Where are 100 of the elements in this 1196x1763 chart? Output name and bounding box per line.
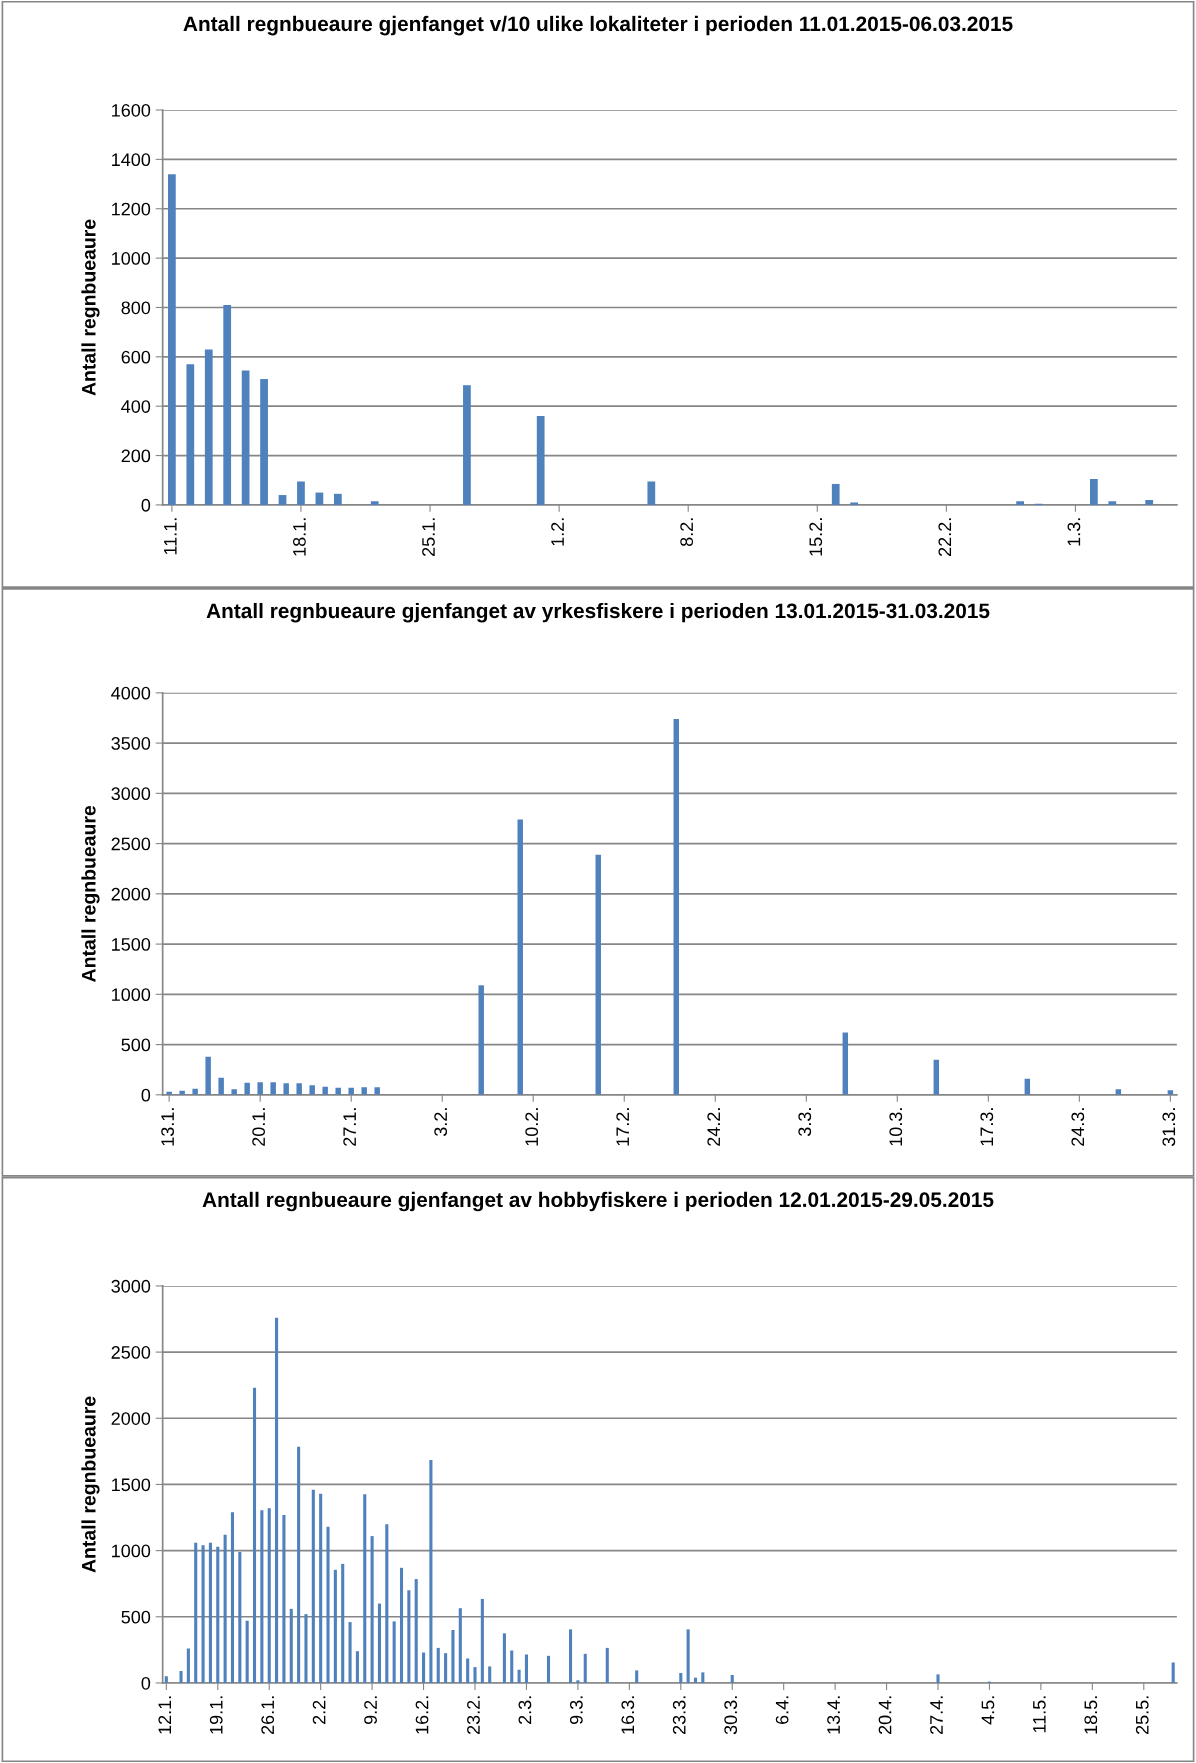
x-tick-label: 26.1. <box>261 1696 275 1735</box>
y-tick-label: 400 <box>121 400 151 413</box>
bar <box>524 1654 528 1683</box>
x-tick-label: 25.5. <box>1135 1696 1149 1735</box>
x-tick-label: 16.3. <box>621 1696 635 1734</box>
bar <box>458 1608 462 1683</box>
x-tick-label: 9.2. <box>364 1696 377 1725</box>
x-tick-label: 16.2. <box>415 1696 429 1734</box>
y-tick-label: 1500 <box>112 1478 151 1492</box>
x-tick-label: 20.4. <box>878 1696 892 1735</box>
x-tick-label: 22.2. <box>938 518 952 556</box>
bar <box>517 1669 521 1683</box>
x-tick-label: 6.4. <box>775 1696 789 1724</box>
y-tick-label: 200 <box>121 449 151 463</box>
bar <box>341 1563 345 1683</box>
y-tick-label: 2000 <box>111 1412 151 1425</box>
bar <box>647 481 656 505</box>
x-tick-label: 2.3. <box>518 1696 532 1724</box>
bar <box>370 1536 374 1683</box>
bar <box>451 1630 455 1683</box>
bar <box>399 1567 404 1683</box>
bar <box>260 379 268 505</box>
x-tick-label: 31.3. <box>1162 1108 1176 1147</box>
x-tick-label: 24.3. <box>1071 1108 1085 1146</box>
bar <box>478 985 484 1095</box>
x-tick-label: 20.1. <box>252 1108 266 1146</box>
x-tick-label: 27.1. <box>343 1108 356 1146</box>
bar <box>436 1647 440 1683</box>
bar <box>1090 479 1098 505</box>
y-tick-label: 4000 <box>111 686 151 700</box>
x-tick-label: 3.2. <box>434 1108 448 1137</box>
bar <box>244 1082 250 1095</box>
bar <box>595 854 601 1095</box>
bar <box>275 1317 279 1683</box>
x-tick-label: 15.2. <box>809 518 823 556</box>
y-axis-title: Antall regnbueaure <box>81 219 100 396</box>
x-tick-label: 27.4. <box>930 1696 943 1735</box>
x-tick-label: 13.1. <box>161 1108 174 1146</box>
bar <box>583 1653 587 1683</box>
bar <box>270 1082 276 1095</box>
bar <box>319 1493 323 1683</box>
bar <box>348 1622 352 1683</box>
bar <box>701 1672 705 1683</box>
bar <box>1145 499 1154 505</box>
bar <box>296 1083 302 1095</box>
bar <box>444 1653 448 1683</box>
bar <box>936 1674 940 1683</box>
bar <box>192 1088 198 1095</box>
bar <box>730 1675 734 1683</box>
bar <box>267 1508 271 1683</box>
bar <box>517 819 523 1095</box>
x-tick-label: 17.3. <box>980 1108 994 1146</box>
bar <box>463 385 471 505</box>
bar <box>686 1629 690 1683</box>
bar <box>361 1087 367 1095</box>
bar <box>536 416 545 505</box>
bar <box>208 1542 212 1683</box>
bar <box>333 493 342 505</box>
bar <box>377 1603 381 1683</box>
bar <box>241 370 250 505</box>
bar <box>414 1579 418 1683</box>
y-tick-label: 3000 <box>111 787 151 801</box>
bar <box>260 1510 264 1683</box>
bar <box>289 1608 293 1683</box>
bar <box>204 349 213 505</box>
y-tick-label: 0 <box>141 498 151 512</box>
y-tick-label: 600 <box>121 350 151 364</box>
bar <box>297 1446 301 1683</box>
y-tick-label: 1200 <box>112 202 151 216</box>
y-axis-title: Antall regnbueaure <box>81 805 100 982</box>
bar <box>335 1087 341 1095</box>
x-tick-label: 1.3. <box>1067 518 1081 546</box>
bar <box>635 1670 639 1683</box>
y-tick-label: 500 <box>121 1610 151 1624</box>
bar <box>355 1651 359 1683</box>
bar <box>309 1085 315 1095</box>
bar <box>569 1629 573 1683</box>
bar <box>231 1089 237 1095</box>
bar <box>164 1676 168 1683</box>
bar <box>392 1621 396 1683</box>
bar <box>230 1512 235 1683</box>
bar <box>223 305 232 505</box>
bar <box>238 1551 242 1683</box>
y-tick-label: 1500 <box>112 938 151 951</box>
bar <box>480 1598 484 1683</box>
y-tick-label: 1000 <box>112 988 151 1002</box>
x-tick-label: 24.2. <box>707 1108 720 1146</box>
x-tick-label: 23.3. <box>672 1696 686 1735</box>
bar <box>546 1655 551 1683</box>
bar <box>407 1590 411 1683</box>
chart-title: Antall regnbueaure gjenfanget v/10 ulike lokaliteter i perioden 11.01.2015-06.03.2015 <box>183 15 1013 36</box>
x-tick-label: 9.3. <box>569 1696 583 1725</box>
x-tick-label: 10.2. <box>525 1108 539 1146</box>
bar <box>179 1671 183 1683</box>
x-tick-label: 11.5. <box>1033 1696 1046 1733</box>
bar <box>218 1077 224 1095</box>
bar <box>257 1082 263 1095</box>
x-tick-label: 23.2. <box>467 1696 480 1735</box>
bar <box>831 483 840 505</box>
y-tick-label: 2500 <box>111 1346 151 1359</box>
